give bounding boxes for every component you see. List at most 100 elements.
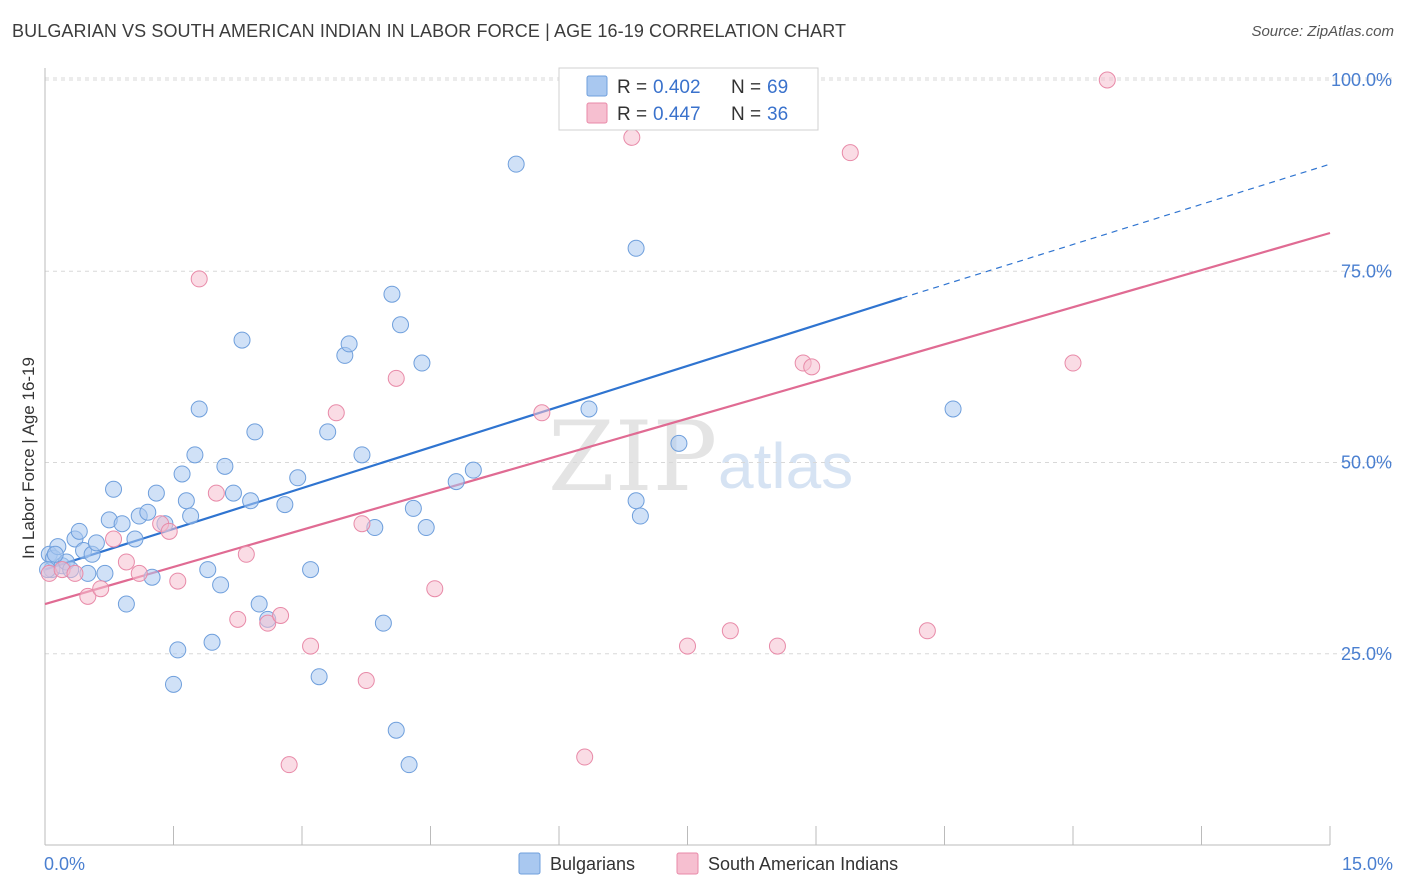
data-point bbox=[310, 668, 328, 686]
bottom-legend-swatch-south-american-indians bbox=[676, 852, 699, 875]
bottom-legend-bulgarians: Bulgarians bbox=[550, 854, 635, 874]
data-point bbox=[70, 522, 88, 540]
data-point bbox=[803, 358, 821, 376]
data-point bbox=[447, 473, 465, 491]
data-point bbox=[679, 637, 696, 655]
data-point bbox=[302, 561, 320, 579]
data-point bbox=[670, 434, 688, 452]
data-point bbox=[173, 465, 191, 483]
data-point bbox=[387, 721, 405, 739]
trend-line bbox=[44, 231, 1331, 606]
bottom-legend-swatch-bulgarians bbox=[518, 852, 541, 875]
data-point bbox=[327, 404, 345, 422]
legend: R = 0.402 N = 69 R = 0.447 N = 36 bbox=[558, 67, 819, 131]
data-point bbox=[237, 545, 255, 563]
data-point bbox=[130, 564, 148, 582]
x-tick-label-min: 0.0% bbox=[44, 854, 85, 874]
data-point bbox=[212, 576, 230, 594]
data-point bbox=[289, 469, 307, 487]
data-point bbox=[374, 614, 392, 632]
data-point bbox=[207, 484, 225, 502]
data-point bbox=[177, 492, 195, 510]
data-point bbox=[250, 595, 268, 613]
data-point bbox=[169, 641, 187, 659]
data-point bbox=[413, 354, 431, 372]
data-point bbox=[203, 633, 221, 651]
legend-n-value-1: 69 bbox=[767, 77, 788, 98]
legend-swatch-south-american-indians bbox=[586, 102, 608, 124]
y-tick-label: 25.0% bbox=[1341, 644, 1392, 664]
y-tick-label: 75.0% bbox=[1341, 261, 1392, 281]
data-point bbox=[96, 564, 114, 582]
data-point bbox=[229, 610, 247, 628]
data-point bbox=[464, 461, 482, 479]
data-point bbox=[319, 423, 337, 441]
data-point bbox=[113, 515, 131, 533]
data-point bbox=[79, 587, 97, 605]
data-point bbox=[216, 457, 234, 475]
data-point bbox=[169, 572, 187, 590]
data-point bbox=[400, 756, 418, 774]
legend-n-value-2: 36 bbox=[767, 104, 788, 125]
data-point bbox=[139, 503, 157, 521]
data-point bbox=[353, 446, 371, 464]
data-point bbox=[631, 507, 649, 525]
data-point bbox=[117, 553, 135, 571]
bottom-legend: Bulgarians South American Indians bbox=[518, 852, 898, 875]
data-point bbox=[147, 484, 165, 502]
data-point bbox=[276, 496, 294, 514]
data-point bbox=[92, 580, 110, 598]
data-point bbox=[841, 144, 859, 162]
legend-swatch-bulgarians bbox=[586, 75, 608, 97]
data-point bbox=[190, 400, 208, 418]
chart-title: BULGARIAN VS SOUTH AMERICAN INDIAN IN LA… bbox=[12, 21, 847, 41]
data-point bbox=[302, 637, 320, 655]
data-point bbox=[160, 522, 178, 540]
y-axis-title: In Labor Force | Age 16-19 bbox=[19, 357, 38, 559]
data-point bbox=[417, 519, 435, 537]
data-point bbox=[224, 484, 242, 502]
data-point bbox=[165, 675, 182, 693]
legend-n-label-2: N = bbox=[731, 104, 761, 125]
data-point bbox=[392, 316, 410, 334]
data-point bbox=[918, 622, 936, 640]
trend-lines bbox=[44, 163, 1331, 606]
data-point bbox=[246, 423, 264, 441]
data-point bbox=[404, 499, 422, 517]
data-point bbox=[46, 545, 64, 563]
data-point bbox=[87, 534, 105, 552]
data-point bbox=[186, 446, 204, 464]
data-point bbox=[533, 404, 551, 422]
data-point bbox=[944, 400, 962, 418]
legend-r-value-1: 0.402 bbox=[653, 77, 701, 98]
data-point bbox=[105, 480, 123, 498]
data-point bbox=[721, 622, 739, 640]
data-point bbox=[242, 492, 260, 510]
y-tick-label: 50.0% bbox=[1341, 453, 1392, 473]
data-point bbox=[357, 672, 375, 690]
trend-line bbox=[44, 296, 902, 571]
data-point bbox=[507, 155, 525, 173]
data-point bbox=[768, 637, 786, 655]
data-point bbox=[623, 128, 641, 146]
data-point bbox=[353, 515, 371, 533]
data-point bbox=[576, 748, 594, 766]
data-point bbox=[105, 530, 123, 548]
data-point bbox=[627, 239, 645, 257]
data-point bbox=[117, 595, 135, 613]
data-point bbox=[580, 400, 598, 418]
grid-lines bbox=[45, 77, 1392, 655]
bottom-legend-south-american-indians: South American Indians bbox=[708, 854, 898, 874]
data-point bbox=[182, 507, 200, 525]
data-point bbox=[272, 607, 290, 624]
data-point bbox=[199, 561, 217, 579]
data-point bbox=[1064, 354, 1082, 372]
data-point bbox=[383, 285, 401, 303]
data-point bbox=[426, 580, 444, 598]
data-point bbox=[126, 530, 144, 548]
data-point bbox=[190, 270, 208, 288]
data-point bbox=[627, 492, 645, 510]
legend-r-value-2: 0.447 bbox=[653, 104, 701, 125]
data-point bbox=[66, 564, 84, 582]
